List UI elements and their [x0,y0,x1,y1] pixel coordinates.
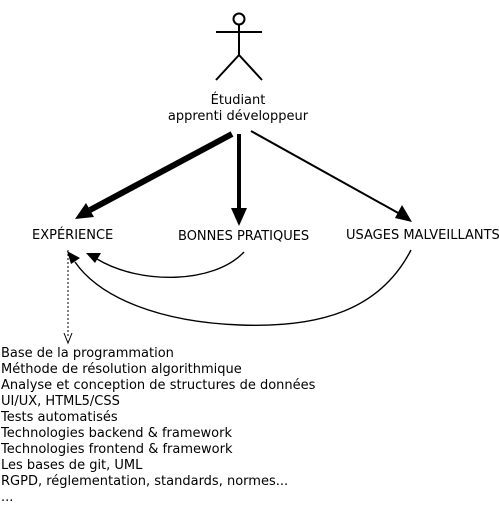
topic-item: RGPD, réglementation, standards, normes.… [1,474,289,489]
topic-item: Les bases de git, UML [1,458,143,473]
actor-label-line1: Étudiant [210,93,266,108]
actor-stick-figure-icon [215,12,263,81]
topic-item: Technologies frontend & framework [1,442,233,457]
node-usages-malveillants: USAGES MALVEILLANTS [346,228,499,243]
arrow-actor-to-bonnes-pratiques [231,134,247,226]
topic-item: UI/UX, HTML5/CSS [1,394,120,409]
dotted-arrow-experience-to-topics [63,250,73,345]
node-bonnes-pratiques: BONNES PRATIQUES [178,229,310,244]
topic-item: ... [1,490,14,505]
arrow-actor-to-usages-malveillants [250,130,412,222]
arrow-actor-to-experience [75,131,234,219]
arrow-usages-malveillants-to-experience [67,249,412,327]
topics-list: Base de la programmation Méthode de réso… [1,346,315,506]
actor-label-line2: apprenti développeur [167,109,309,124]
arrow-bonnes-pratiques-to-experience [86,251,245,279]
topic-item: Analyse et conception de structures de d… [1,378,316,393]
topic-item: Base de la programmation [1,346,174,361]
topic-item: Méthode de résolution algorithmique [1,362,242,377]
topic-item: Technologies backend & framework [1,426,232,441]
node-experience: EXPÉRIENCE [32,228,114,243]
topic-item: Tests automatisés [1,410,118,425]
actor-label: Étudiant apprenti développeur [138,93,338,125]
